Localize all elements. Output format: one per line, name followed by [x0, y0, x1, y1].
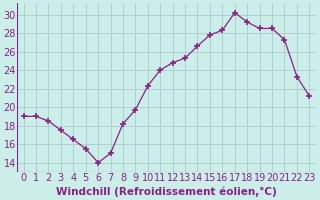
X-axis label: Windchill (Refroidissement éolien,°C): Windchill (Refroidissement éolien,°C) [56, 186, 277, 197]
